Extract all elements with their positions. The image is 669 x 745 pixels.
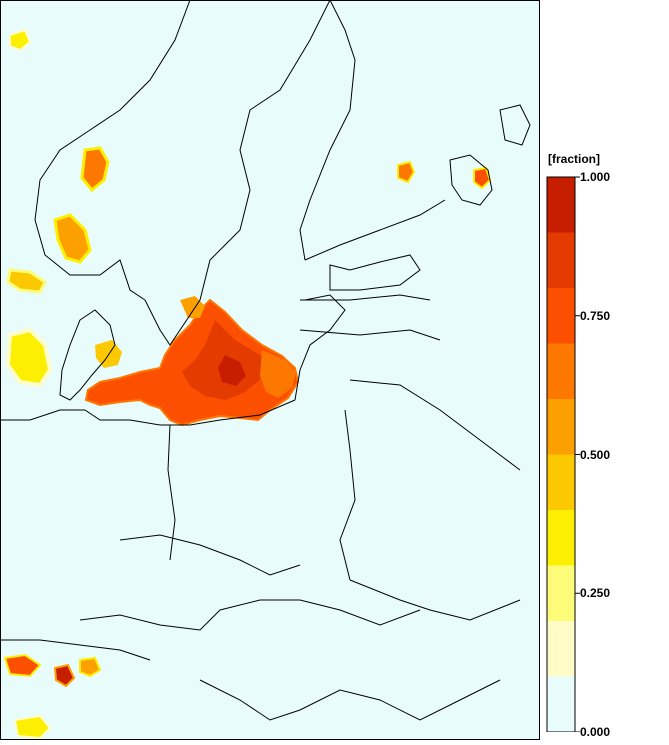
baltic-darkcore-field (218, 355, 246, 386)
map-svg (0, 0, 540, 740)
lake-ladoga (449, 154, 493, 206)
slovakia-hungary-border (219, 599, 421, 626)
austria-border (79, 609, 221, 631)
colorbar-bin-9 (547, 177, 575, 233)
colorbar-bin-4 (547, 454, 575, 510)
alps-field-3 (79, 656, 102, 678)
baltic-states-borders (299, 294, 441, 341)
colorbar-tick-label: 0.750 (580, 308, 611, 323)
colorbar (546, 176, 580, 732)
sweden-coast (144, 0, 331, 346)
norway-coast (34, 0, 191, 301)
bay-field (260, 350, 296, 398)
colorbar-bin-3 (547, 510, 575, 566)
colorbar-bin-6 (547, 343, 575, 399)
finland-field-1 (397, 160, 416, 184)
lake-onega (499, 104, 531, 146)
norway-field-2 (80, 146, 110, 193)
sw-corner-field (13, 714, 52, 740)
colorbar-tick-label: 0.000 (580, 725, 611, 739)
ukraine-border (349, 579, 521, 621)
map-outlines (0, 0, 531, 721)
poland-east-border (339, 409, 356, 581)
map-panel (0, 0, 540, 740)
norway-field-1 (53, 213, 92, 264)
czech-border (119, 534, 301, 576)
gulf-of-bothnia-east (299, 0, 356, 261)
colorbar-bin-0 (547, 676, 575, 732)
nw-corner-field (9, 28, 32, 52)
colorbar-legend: [fraction] 1.000 0.750 0.500 0.250 0.000 (540, 0, 669, 740)
colorbar-bin-8 (547, 232, 575, 288)
colorbar-bin-5 (547, 399, 575, 455)
legend-title: [fraction] (548, 152, 600, 166)
denmark-outline (59, 309, 116, 401)
latvia-lithuania-coast (294, 294, 346, 401)
alps-field-2 (53, 663, 76, 688)
belarus-border (349, 379, 521, 471)
colorbar-bin-7 (547, 288, 575, 344)
colorbar-bin-1 (547, 621, 575, 677)
alps-border (0, 639, 151, 661)
fraction-field (3, 28, 492, 740)
russia-field-1 (473, 166, 492, 190)
estonia-coast (329, 254, 421, 291)
colorbar-bin-2 (547, 565, 575, 621)
colorbar-tick-label: 0.500 (580, 447, 611, 462)
north-sea-coast (0, 409, 85, 421)
alps-field-1 (3, 653, 42, 678)
baltic-sea-field (84, 298, 300, 427)
hungary-romania-border (199, 679, 501, 721)
north-sea-patch-1 (5, 327, 53, 388)
south-baltic-coast (84, 399, 296, 426)
colorbar-tick-label: 1.000 (580, 170, 611, 184)
germany-poland-border (167, 424, 176, 561)
north-sea-patch-2 (6, 268, 47, 294)
finland-south-coast (304, 199, 446, 261)
colorbar-tick-label: 0.250 (580, 586, 611, 601)
